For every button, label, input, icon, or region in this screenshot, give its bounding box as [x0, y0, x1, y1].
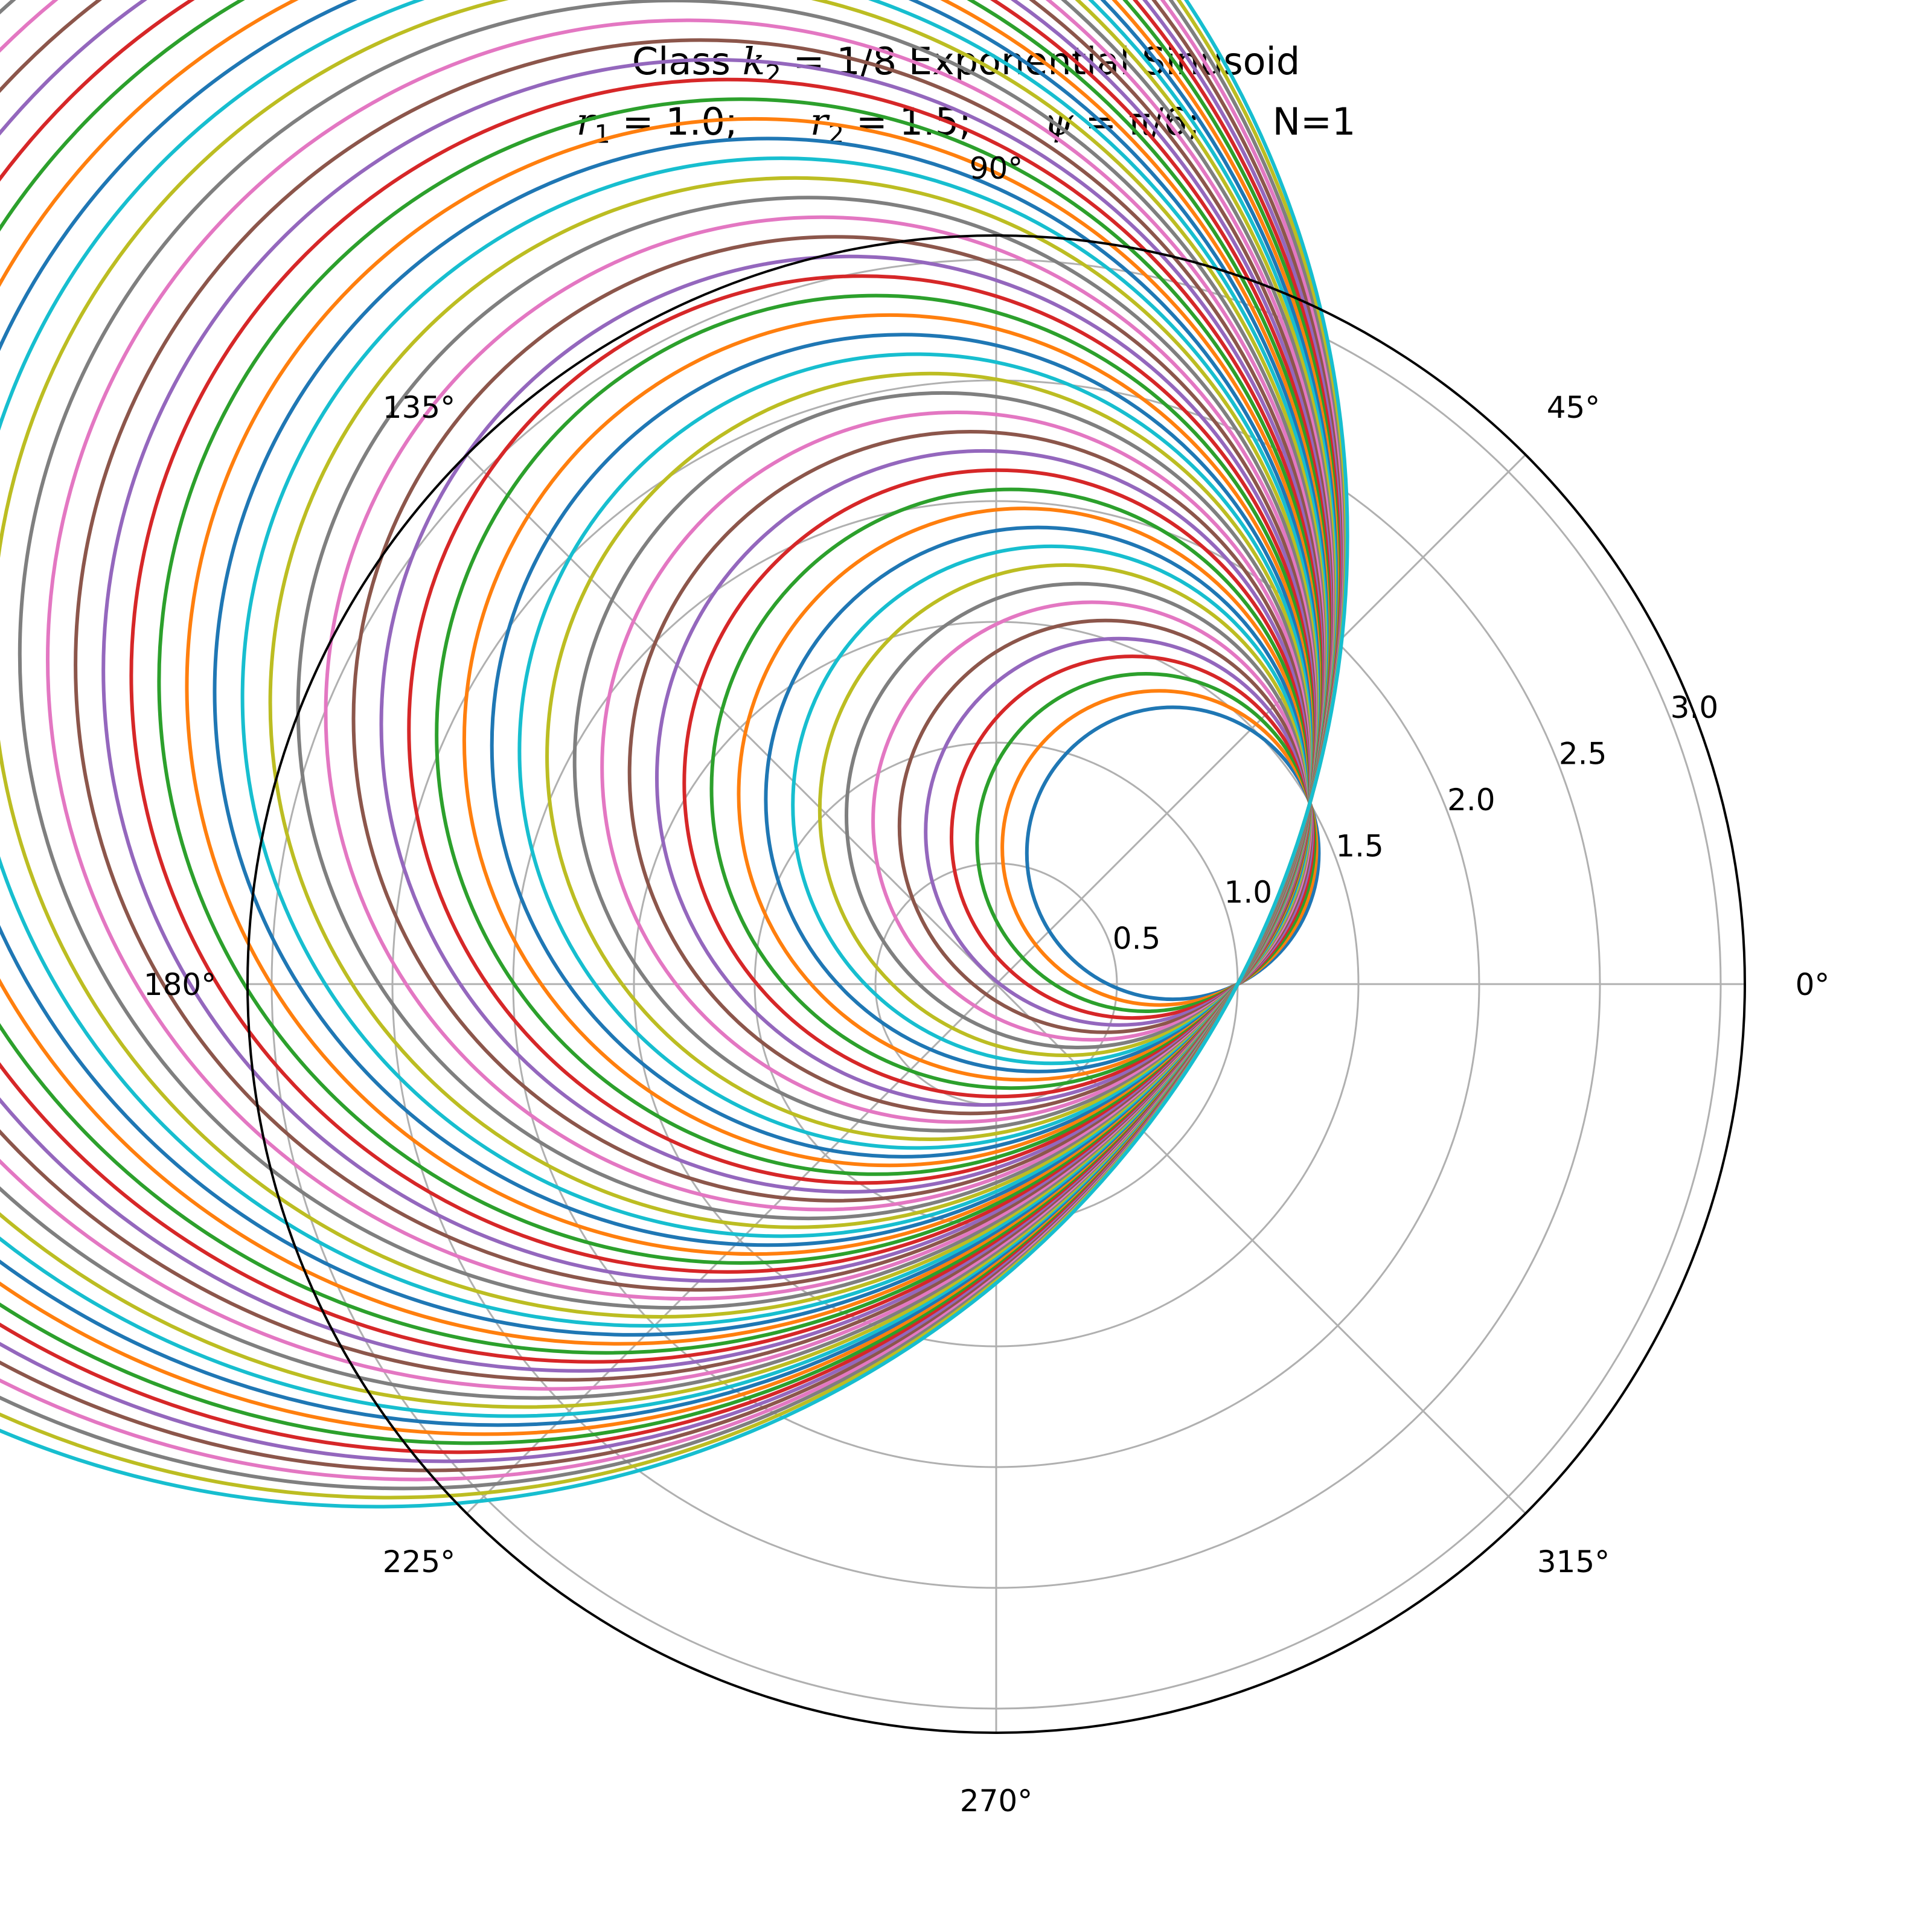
series-curve-1: [1025, 705, 1321, 1002]
theta-tick-label-135: 135°: [383, 390, 455, 425]
theta-tick-label-90: 90°: [970, 151, 1023, 186]
r-tick-label-2.0: 2.0: [1447, 782, 1495, 817]
series-curve-60: [0, 0, 1349, 1509]
theta-tick-label-180: 180°: [144, 967, 216, 1002]
series-curve-49: [0, 0, 1339, 1409]
r-tick-label-0.5: 0.5: [1113, 921, 1161, 956]
r-tick-label-2.5: 2.5: [1559, 736, 1607, 771]
series-curve-50: [0, 0, 1340, 1418]
polar-grid: [248, 235, 1745, 1733]
param-n: N=1: [1272, 100, 1356, 144]
curve-series-group: [0, 0, 1349, 1509]
theta-grid-line-135: [466, 454, 997, 985]
theta-tick-label-225: 225°: [383, 1544, 455, 1579]
r-tick-label-1.0: 1.0: [1224, 875, 1273, 910]
r-tick-label-1.5: 1.5: [1335, 828, 1384, 863]
theta-tick-label-315: 315°: [1537, 1544, 1610, 1579]
polar-frame: [246, 234, 1746, 1734]
series-curve-2: [1000, 689, 1319, 1007]
series-curve-55: [0, 0, 1345, 1463]
theta-tick-label-45: 45°: [1547, 390, 1601, 425]
theta-grid-line-225: [466, 983, 997, 1514]
series-curve-9: [817, 563, 1312, 1057]
theta-tick-label-270: 270°: [960, 1783, 1032, 1818]
r-tick-label-3.0: 3.0: [1671, 690, 1719, 725]
tick-labels: 0° 45° 90° 135° 180° 225° 270° 315° 0.5 1.0 1.5 2.0…: [144, 151, 1830, 1818]
theta-tick-label-0: 0°: [1796, 967, 1830, 1002]
